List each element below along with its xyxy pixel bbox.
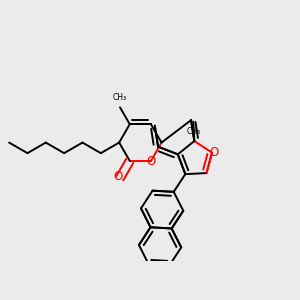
Text: O: O (114, 170, 123, 183)
Text: O: O (146, 155, 156, 168)
Text: O: O (209, 146, 218, 159)
Text: CH₃: CH₃ (186, 127, 200, 136)
Text: CH₃: CH₃ (113, 93, 127, 102)
